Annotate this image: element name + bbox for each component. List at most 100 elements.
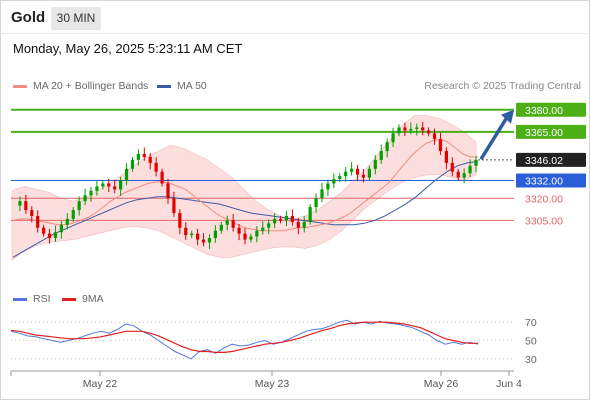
candle-body [30, 210, 34, 216]
candle-body [261, 227, 265, 231]
candle-body [320, 189, 324, 199]
rsi-label: RSI [33, 293, 51, 305]
candle-body [427, 130, 431, 134]
candle-body [367, 168, 371, 178]
rsi-ma-swatch [62, 297, 76, 301]
rsi-ma-label: 9MA [82, 293, 104, 305]
forecast-arrow-shaft [479, 114, 510, 161]
candle-body [89, 190, 93, 196]
candle-body [444, 151, 448, 163]
candle-body [136, 154, 140, 160]
candle-body [83, 195, 87, 202]
candle-body [332, 179, 336, 184]
candle-body [184, 227, 188, 236]
rsi-series-9MA [10, 321, 478, 353]
candle-body [101, 183, 105, 187]
candle-body [314, 198, 318, 208]
candle-body [24, 201, 28, 211]
candle-body [326, 183, 330, 190]
candle-body [237, 227, 241, 234]
legend-ma50: MA 50 [157, 80, 207, 92]
candle-body [231, 220, 235, 228]
candle-body [308, 207, 312, 222]
ma50-line [12, 160, 479, 258]
candle-body [243, 233, 247, 240]
candle-body [95, 186, 99, 191]
candle-body [273, 218, 277, 224]
candle-body [107, 183, 111, 187]
candle-body [65, 218, 69, 225]
candle-body [350, 168, 354, 172]
candle-body [119, 180, 123, 190]
candle-body [267, 223, 271, 228]
header-divider [0, 33, 590, 34]
resistance-tag-3365.00 [516, 124, 586, 139]
candle-body [142, 154, 146, 157]
x-tick-label: May 23 [255, 378, 290, 390]
candle-body [456, 171, 460, 178]
candle-body [403, 127, 407, 131]
candle-body [36, 215, 40, 228]
candle-body [201, 239, 206, 243]
candle-body [391, 133, 395, 143]
candle-body [462, 173, 466, 178]
x-tick-label: May 26 [424, 378, 459, 390]
timeframe-button[interactable]: 30 MIN [51, 7, 101, 30]
candle-body [438, 139, 443, 152]
candle-body [207, 238, 212, 243]
rsi-tick-70: 70 [525, 317, 537, 329]
candle-body [415, 127, 419, 129]
candle-body [113, 186, 117, 190]
candle-body [190, 233, 194, 236]
candle-body [53, 232, 58, 239]
ma20-line [12, 138, 478, 232]
candle-body [296, 221, 300, 228]
candle-body [160, 171, 164, 184]
candle-body [154, 162, 158, 172]
candle-body [71, 210, 75, 219]
legend-rsi-ma: 9MA [62, 293, 104, 305]
candle-body [196, 233, 200, 240]
rsi-tick-50: 50 [525, 336, 537, 348]
x-tick-label: May 22 [83, 378, 118, 390]
ma50-swatch [157, 84, 171, 88]
candle-body [42, 227, 46, 234]
candle-body [213, 230, 217, 239]
candle-body [397, 127, 401, 134]
candle-body [59, 224, 63, 233]
rsi-series-RSI [10, 319, 479, 360]
ma50-label: MA 50 [177, 80, 207, 92]
level-label-3320.00: 3320.00 [525, 193, 563, 205]
candle-body [302, 221, 306, 228]
candle-body [344, 171, 348, 177]
candle-body [225, 220, 229, 225]
candle-body [421, 127, 425, 131]
level-label-3332.00: 3332.00 [525, 176, 563, 188]
candle-body [18, 201, 22, 206]
candle-body [361, 174, 366, 178]
candle-body [77, 201, 81, 211]
resistance-tag-3380.00 [516, 102, 586, 117]
candle-body [450, 162, 454, 172]
candle-body [178, 213, 182, 228]
candle-body [249, 236, 253, 240]
credit-text: Research © 2025 Trading Central [424, 80, 581, 92]
candle-body [432, 133, 437, 140]
candle-body [355, 168, 360, 175]
candle-body [130, 159, 135, 169]
candle-body [47, 233, 52, 239]
candle-body [172, 198, 176, 213]
legend-ma20: MA 20 + Bollinger Bands [13, 80, 148, 92]
candle-body [124, 168, 129, 181]
level-label-3380.00: 3380.00 [525, 105, 563, 117]
candle-body [385, 142, 389, 152]
candle-body [409, 128, 413, 131]
pivot-tag-3332.00 [516, 173, 586, 188]
forecast-arrow-head [501, 109, 514, 124]
candle-body [468, 165, 472, 174]
candle-body [373, 159, 377, 169]
last-price-tag [516, 152, 586, 167]
level-label-3346.02: 3346.02 [525, 155, 563, 167]
candle-body [474, 159, 478, 166]
